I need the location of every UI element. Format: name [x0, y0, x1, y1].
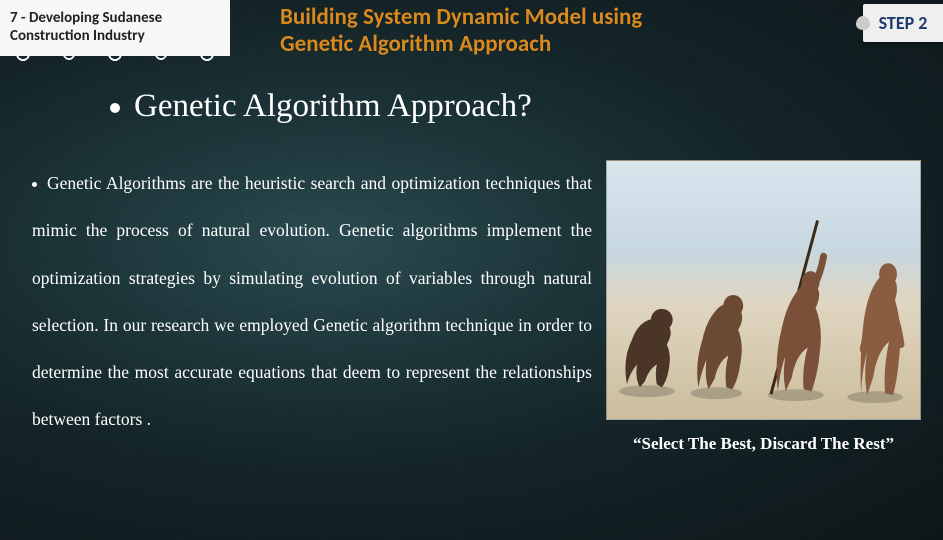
evolution-image	[606, 160, 921, 420]
step-label: STEP 2	[879, 12, 928, 34]
title-line-1: Building System Dynamic Model using	[280, 4, 840, 31]
sub-heading: Genetic Algorithm Approach?	[110, 88, 532, 125]
image-caption: “Select The Best, Discard The Rest”	[606, 434, 921, 454]
body-text: Genetic Algorithms are the heuristic sea…	[32, 173, 592, 429]
title-line-2: Genetic Algorithm Approach	[280, 31, 840, 58]
chapter-line-2: Construction Industry	[10, 27, 218, 45]
slide-title: Building System Dynamic Model using Gene…	[280, 4, 840, 58]
chapter-line-1: 7 - Developing Sudanese	[10, 9, 218, 27]
body-paragraph: Genetic Algorithms are the heuristic sea…	[32, 160, 592, 444]
sub-heading-text: Genetic Algorithm Approach?	[134, 88, 532, 124]
bullet-icon	[110, 103, 120, 113]
evolution-of-man-icon	[607, 161, 920, 419]
bullet-icon	[32, 182, 37, 187]
slide: 7 - Developing Sudanese Construction Ind…	[0, 0, 943, 540]
chapter-banner: 7 - Developing Sudanese Construction Ind…	[0, 0, 230, 56]
step-badge: STEP 2	[863, 4, 943, 42]
